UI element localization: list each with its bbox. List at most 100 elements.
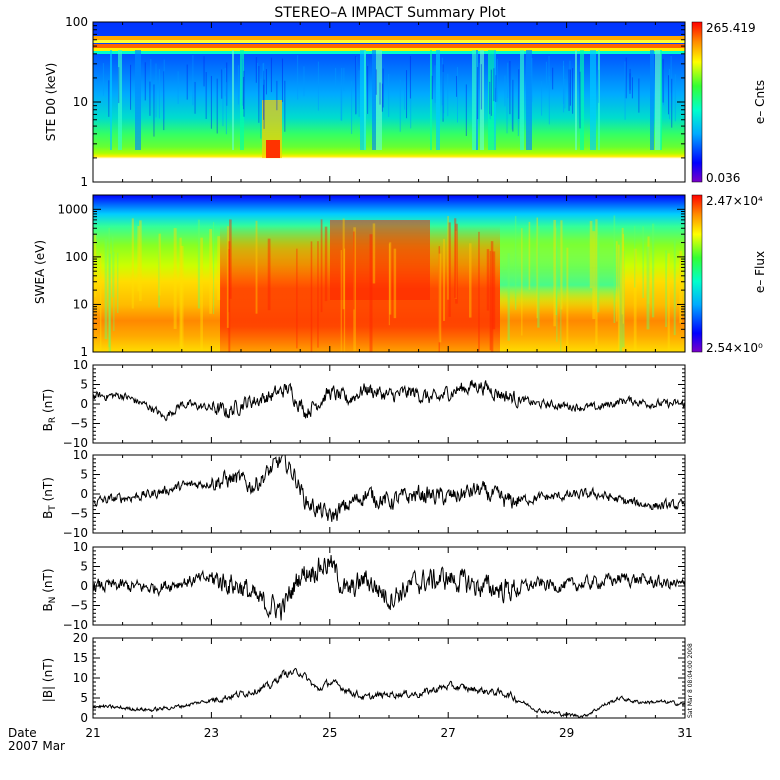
swea-streak [353,231,355,310]
ste-streak [430,50,432,150]
ste-noise [265,69,267,95]
ste-noise [564,78,566,109]
swea-streak [217,236,221,301]
ste-noise [381,83,383,112]
bmag-trace [92,667,686,719]
ste-streak [364,50,366,150]
ste-noise [205,72,207,119]
ste-streaks [102,50,676,150]
ste-streak [360,50,366,150]
ste-noise [552,67,554,90]
ste-cb-max: 265.419 [706,21,756,35]
ste-noise [108,80,110,117]
bn-ytick-label: 0 [80,579,88,593]
swea-streak [340,250,342,352]
ste-noise [102,63,104,96]
swea-streak [595,219,598,345]
ste-noise [442,72,444,119]
swea-streak [507,253,510,341]
plot-title: STEREO–A IMPACT Summary Plot [274,5,506,21]
ste-streak [472,50,478,150]
ste-noise [489,82,491,120]
ste-streak [376,50,382,150]
ste-noise [130,64,132,110]
swea-streak [621,227,624,315]
swea-streak [447,216,449,300]
swea-streak [665,250,667,328]
ste-ytick-label: 100 [65,15,88,29]
swea-ylabel: SWEA (eV) [33,240,47,304]
ste-noise [579,71,581,129]
ste-noise [638,78,640,113]
swea-streak [613,215,616,324]
ste-noise [568,69,570,111]
timestamp-label: Sat Mar 8 08:04:00 2008 [687,643,694,718]
ste-streak [655,50,661,150]
ste-noise [548,76,550,125]
ste-noise [303,66,305,97]
swea-streak [117,252,119,314]
swea-streak [393,248,397,319]
ste-noise [150,58,152,84]
ste-streak [650,50,654,150]
ste-noise [260,78,262,139]
ste-panel: 1 10 100 STE D0 (keV) 265.419 0.036 e– Cnt… [44,15,767,189]
ste-noise [490,69,492,116]
ste-noise [194,81,196,114]
ste-noise [242,58,244,106]
swea-streak [209,228,213,314]
swea-streak [617,244,621,352]
date-label: Date [8,726,37,740]
swea-streak [642,226,644,298]
swea-streak [94,233,97,297]
ste-streak [494,50,496,150]
ste-noise [224,67,226,97]
br-ytick-label: 5 [80,378,88,392]
date-sub-label: 2007 Mar [8,739,65,753]
swea-streak [369,234,373,352]
bt-ytick-label: 10 [73,448,88,462]
swea-streak [646,246,650,330]
swea-streak [556,246,558,342]
ste-noise [409,55,411,99]
swea-cb-label: e– Flux [753,251,767,293]
x-tick-label: 27 [441,726,456,740]
ste-streak [110,50,112,150]
swea-streak [324,226,328,302]
ste-noise [509,60,511,115]
bt-ylabel: BT (nT) [41,477,58,519]
bt-ytick-label: −10 [63,526,88,540]
swea-streak [197,219,200,309]
swea-cb-max: 2.47×10⁴ [706,194,763,208]
ste-streak [476,50,478,150]
swea-streak [179,237,182,348]
ste-noise [281,58,283,103]
ste-noise [477,66,479,120]
swea-streak [226,226,230,328]
swea-streak [443,238,446,321]
ste-noise [598,69,600,103]
ste-noise [118,67,120,104]
swea-streak [228,249,230,313]
swea-streak [108,253,112,352]
swea-streak [320,219,323,313]
ste-noise [155,63,157,118]
swea-streak [514,216,517,310]
bt-ytick-label: 5 [80,468,88,482]
ste-noise [358,70,360,117]
bn-ytick-label: −10 [63,618,88,632]
swea-streak [553,219,556,327]
swea-streak [389,242,392,315]
br-ytick-label: −5 [70,417,88,431]
swea-streak [104,238,108,340]
ste-noise [192,55,194,106]
ste-noise [263,79,265,129]
bmag-ytick-label: 10 [73,671,88,685]
swea-cb-min: 2.54×10⁰ [706,341,763,355]
swea-streak [131,218,134,309]
swea-streak [634,225,636,288]
ste-noise [406,70,408,119]
ste-noise [382,68,384,108]
ste-noise [480,64,482,110]
swea-streak [228,241,231,352]
